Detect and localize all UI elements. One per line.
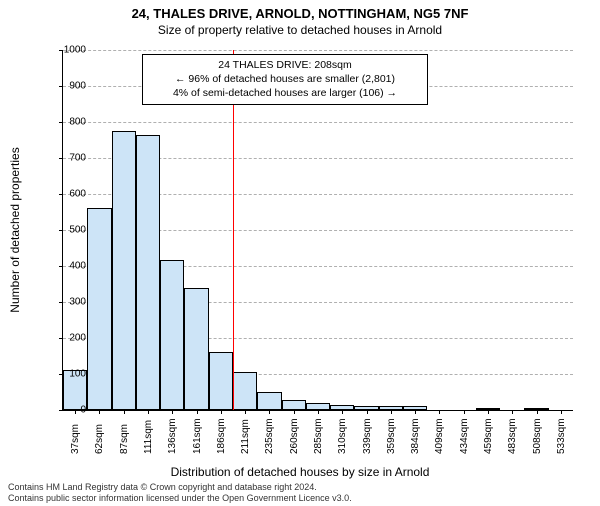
x-tick-label: 62sqm [94,424,105,454]
x-tick-label: 37sqm [70,424,81,454]
y-tick-label: 700 [46,153,86,164]
x-tick-label: 310sqm [337,418,348,454]
histogram-bar [136,135,160,410]
x-tick-label: 339sqm [362,418,373,454]
reference-annotation-box: 24 THALES DRIVE: 208sqm ← 96% of detache… [142,54,428,105]
x-tick-mark [512,410,513,414]
histogram-bar [160,260,184,410]
x-tick-label: 161sqm [192,418,203,454]
x-tick-label: 260sqm [289,418,300,454]
x-tick-label: 409sqm [434,418,445,454]
chart-title-address: 24, THALES DRIVE, ARNOLD, NOTTINGHAM, NG… [0,6,600,21]
x-tick-mark [269,410,270,414]
x-tick-label: 211sqm [240,419,251,454]
x-tick-mark [391,410,392,414]
x-tick-label: 533sqm [556,418,567,454]
x-tick-mark [99,410,100,414]
x-tick-mark [172,410,173,414]
x-tick-mark [318,410,319,414]
histogram-bar [257,392,281,410]
x-tick-label: 434sqm [459,418,470,454]
histogram-bar [282,400,306,410]
x-tick-label: 111sqm [143,420,154,454]
y-tick-label: 100 [46,369,86,380]
x-tick-mark [124,410,125,414]
x-tick-mark [415,410,416,414]
x-tick-mark [245,410,246,414]
x-tick-mark [488,410,489,414]
histogram-bar [306,403,330,410]
grid-line [63,50,573,51]
x-tick-mark [294,410,295,414]
x-tick-mark [367,410,368,414]
x-tick-label: 235sqm [264,418,275,454]
x-tick-label: 508sqm [532,418,543,454]
chart-subtitle: Size of property relative to detached ho… [0,23,600,37]
x-axis-label: Distribution of detached houses by size … [0,465,600,479]
y-tick-label: 800 [46,117,86,128]
y-tick-label: 0 [46,405,86,416]
x-tick-label: 384sqm [410,418,421,454]
y-tick-label: 900 [46,81,86,92]
histogram-bar [112,131,136,410]
footer-attribution: Contains HM Land Registry data © Crown c… [8,482,592,504]
annotation-larger-pct: 4% of semi-detached houses are larger (1… [149,86,421,100]
y-axis-label: Number of detached properties [8,147,22,312]
histogram-bar [209,352,233,410]
y-tick-label: 200 [46,333,86,344]
x-tick-label: 285sqm [313,418,324,454]
y-tick-label: 300 [46,297,86,308]
histogram-bar [233,372,257,410]
footer-line-1: Contains HM Land Registry data © Crown c… [8,482,592,493]
x-tick-mark [148,410,149,414]
annotation-smaller-pct: ← 96% of detached houses are smaller (2,… [149,72,421,86]
x-tick-mark [561,410,562,414]
x-tick-label: 136sqm [167,418,178,454]
histogram-bar [87,208,111,410]
x-tick-label: 483sqm [507,418,518,454]
y-tick-label: 400 [46,261,86,272]
x-tick-label: 186sqm [216,418,227,454]
x-tick-mark [464,410,465,414]
x-tick-mark [197,410,198,414]
grid-line [63,122,573,123]
x-tick-mark [537,410,538,414]
x-tick-mark [221,410,222,414]
x-tick-mark [439,410,440,414]
footer-line-2: Contains public sector information licen… [8,493,592,504]
y-tick-label: 500 [46,225,86,236]
y-tick-label: 600 [46,189,86,200]
annotation-property-size: 24 THALES DRIVE: 208sqm [149,58,421,72]
x-tick-label: 359sqm [386,418,397,454]
x-tick-mark [342,410,343,414]
histogram-bar [184,288,208,410]
x-tick-label: 87sqm [119,424,130,454]
y-tick-label: 1000 [46,45,86,56]
x-tick-label: 459sqm [483,418,494,454]
